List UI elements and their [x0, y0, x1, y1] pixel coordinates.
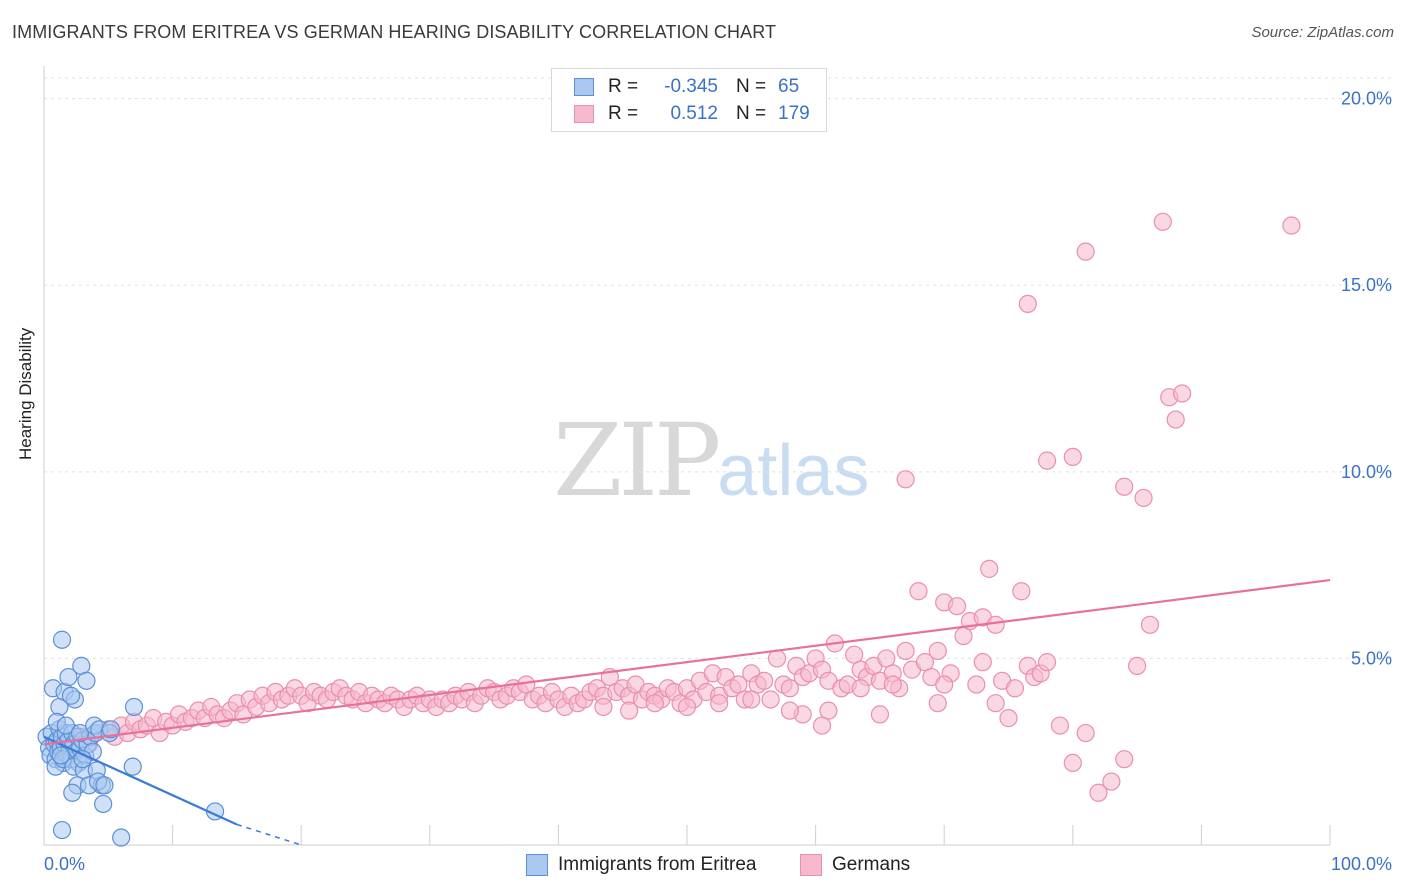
legend-row-germans: R = 0.512 N = 179	[574, 101, 810, 127]
eritrea-point	[70, 723, 90, 743]
germans-point	[1050, 716, 1070, 735]
y-tick-label: 20.0%	[1341, 89, 1392, 109]
bottom-legend-label: Germans	[832, 854, 911, 875]
legend-n-value: 179	[778, 103, 810, 124]
eritrea-point	[56, 716, 75, 735]
germans-point	[1063, 447, 1082, 467]
bottom-legend-swatch-blue	[526, 854, 548, 876]
legend-row-eritrea: R = -0.345 N = 65	[574, 74, 799, 100]
germans-point	[742, 690, 761, 709]
germans-point	[1037, 451, 1057, 470]
eritrea-point	[124, 697, 144, 717]
germans-point	[780, 701, 799, 720]
germans-point	[1037, 653, 1057, 672]
legend-swatch-blue	[574, 78, 594, 96]
bottom-legend-swatch-pink	[800, 854, 822, 876]
germans-point	[851, 679, 870, 698]
eritrea-point	[63, 783, 82, 802]
watermark-atlas: atlas	[717, 431, 870, 511]
germans-point	[986, 615, 1005, 634]
germans-point	[1282, 216, 1301, 235]
germans-point	[896, 470, 915, 489]
eritrea-trendline-extension	[236, 823, 302, 846]
germans-point	[677, 697, 697, 717]
legend-n-label: N =	[736, 103, 767, 124]
germans-point	[928, 694, 947, 713]
germans-point	[986, 694, 1005, 713]
eritrea-trendline	[43, 735, 238, 826]
germans-point	[1153, 212, 1172, 231]
chart-source: Source: ZipAtlas.com	[1251, 24, 1394, 41]
germans-point	[1018, 294, 1037, 314]
germans-point	[999, 709, 1018, 728]
germans-point	[1012, 582, 1031, 601]
germans-point	[1134, 488, 1153, 508]
legend-r-label: R =	[608, 103, 639, 124]
eritrea-point	[51, 746, 70, 765]
eritrea-point	[52, 820, 72, 840]
germans-point	[870, 705, 890, 724]
germans-point	[1173, 384, 1192, 403]
legend-n-value: 65	[778, 76, 800, 97]
eritrea-point	[59, 667, 78, 687]
watermark-zip: ZIP	[553, 402, 721, 519]
germans-point	[935, 675, 954, 694]
y-tick-label: 5.0%	[1351, 648, 1392, 668]
watermark: ZIPatlas	[553, 402, 869, 519]
germans-point	[1063, 753, 1082, 773]
legend-r-value: 0.512	[670, 103, 718, 124]
germans-point	[645, 694, 664, 713]
germans-point	[594, 697, 613, 717]
eritrea-point	[95, 776, 114, 795]
y-axis-label: Hearing Disability	[16, 327, 35, 460]
germans-point	[620, 701, 639, 720]
germans-point	[755, 671, 774, 690]
eritrea-point	[94, 794, 113, 814]
germans-point	[812, 716, 832, 735]
eritrea-point	[123, 757, 142, 776]
eritrea-point	[101, 720, 120, 739]
bottom-legend-eritrea: Immigrants from Eritrea	[526, 852, 756, 878]
bottom-legend-label: Immigrants from Eritrea	[558, 854, 757, 875]
germans-point	[928, 641, 947, 661]
germans-point	[896, 641, 915, 661]
germans-point	[967, 675, 986, 694]
x-tick-label: 0.0%	[44, 854, 85, 874]
germans-point	[947, 597, 967, 616]
germans-point	[1166, 410, 1185, 429]
legend-r-label: R =	[608, 76, 639, 97]
bottom-legend-germans: Germans	[800, 852, 910, 878]
correlation-legend: R = -0.345 N = 65 R = 0.512 N = 179	[551, 68, 827, 132]
x-tick-label: 100.0%	[1331, 854, 1392, 874]
germans-trendline	[43, 578, 1331, 746]
germans-point	[780, 679, 799, 698]
eritrea-point	[52, 630, 72, 649]
eritrea-point	[77, 671, 96, 690]
eritrea-point	[61, 686, 81, 705]
germans-point	[1076, 723, 1095, 743]
germans-point	[1115, 750, 1134, 769]
germans-point	[710, 694, 729, 713]
germans-point	[883, 675, 902, 694]
germans-point	[1140, 615, 1160, 634]
legend-swatch-pink	[574, 105, 594, 123]
y-tick-label: 10.0%	[1341, 462, 1392, 482]
germans-point	[1076, 242, 1095, 261]
y-tick-label: 15.0%	[1341, 275, 1392, 295]
legend-n-label: N =	[736, 76, 767, 97]
germans-point	[909, 582, 928, 601]
germans-point	[1115, 477, 1134, 496]
germans-point	[973, 653, 992, 672]
germans-point	[1127, 656, 1147, 675]
chart-title: IMMIGRANTS FROM ERITREA VS GERMAN HEARIN…	[12, 22, 777, 42]
germans-point	[761, 690, 780, 709]
germans-point	[1089, 783, 1108, 802]
germans-point	[980, 559, 999, 578]
germans-point	[1102, 772, 1121, 791]
germans-point	[1005, 679, 1025, 698]
eritrea-point	[112, 828, 131, 847]
legend-r-value: -0.345	[664, 76, 718, 97]
